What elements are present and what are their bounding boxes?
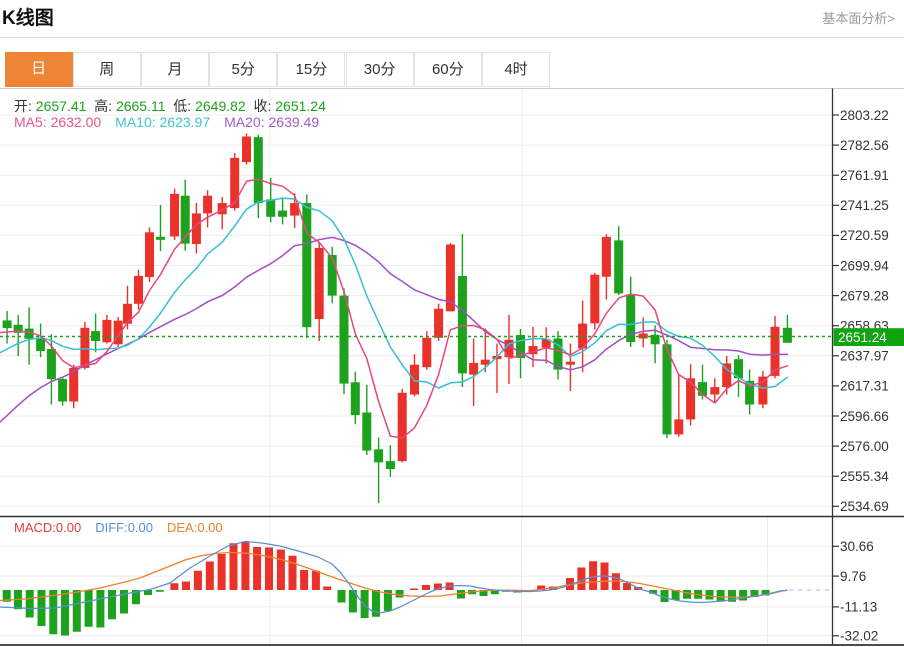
svg-text:2576.00: 2576.00 bbox=[840, 439, 889, 454]
svg-text:2617.31: 2617.31 bbox=[840, 379, 889, 394]
svg-text:2720.59: 2720.59 bbox=[840, 228, 889, 243]
svg-text:2699.94: 2699.94 bbox=[840, 258, 889, 273]
svg-text:2555.34: 2555.34 bbox=[840, 469, 889, 484]
svg-text:2534.69: 2534.69 bbox=[840, 499, 889, 514]
svg-text:9.76: 9.76 bbox=[840, 569, 866, 584]
svg-text:30.66: 30.66 bbox=[840, 539, 874, 554]
svg-text:-11.13: -11.13 bbox=[840, 600, 877, 615]
svg-text:2679.28: 2679.28 bbox=[840, 288, 889, 303]
svg-text:2651.24: 2651.24 bbox=[838, 330, 887, 345]
svg-text:-32.02: -32.02 bbox=[840, 629, 878, 644]
svg-text:2803.22: 2803.22 bbox=[840, 108, 889, 123]
svg-text:2761.91: 2761.91 bbox=[840, 168, 889, 183]
svg-text:2637.97: 2637.97 bbox=[840, 349, 889, 364]
svg-text:2782.56: 2782.56 bbox=[840, 138, 889, 153]
svg-text:2596.66: 2596.66 bbox=[840, 409, 889, 424]
svg-text:2741.25: 2741.25 bbox=[840, 198, 889, 213]
